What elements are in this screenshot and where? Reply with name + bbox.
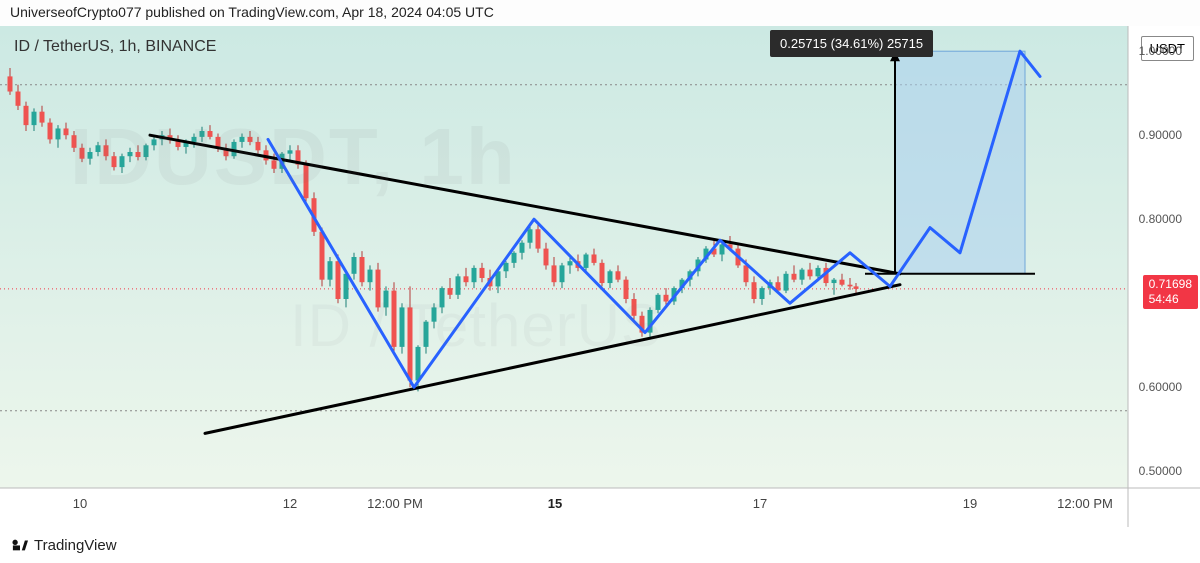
chart-area[interactable]: ID / TetherUS, 1h, BINANCE IDUSDT, 1h ID…	[0, 26, 1200, 527]
x-axis-tick: 17	[753, 496, 767, 511]
x-axis-tick: 12	[283, 496, 297, 511]
current-price-label: 0.71698 54:46	[1143, 275, 1198, 309]
x-axis-tick: 12:00 PM	[1057, 496, 1113, 511]
publish-header: UniverseofCrypto077 published on Trading…	[0, 0, 1200, 26]
x-axis-tick: 19	[963, 496, 977, 511]
x-axis-tick: 15	[548, 496, 562, 511]
y-axis-tick: 0.50000	[1139, 464, 1182, 478]
y-axis-tick: 1.00000	[1139, 44, 1182, 58]
footer-brand: TradingView	[34, 537, 117, 554]
y-axis-tick: 0.60000	[1139, 380, 1182, 394]
publish-text: UniverseofCrypto077 published on Trading…	[10, 4, 494, 20]
tradingview-logo-icon	[12, 538, 28, 552]
target-measure-label: 0.25715 (34.61%) 25715	[770, 30, 933, 57]
price-value: 0.71698	[1149, 277, 1192, 292]
footer: TradingView	[0, 527, 1200, 563]
y-axis-tick: 0.90000	[1139, 128, 1182, 142]
x-axis-tick: 12:00 PM	[367, 496, 423, 511]
y-axis-tick: 0.80000	[1139, 212, 1182, 226]
x-axis-tick: 10	[73, 496, 87, 511]
price-countdown: 54:46	[1149, 292, 1192, 307]
symbol-label: ID / TetherUS, 1h, BINANCE	[14, 38, 216, 56]
chart-svg	[0, 26, 1200, 527]
